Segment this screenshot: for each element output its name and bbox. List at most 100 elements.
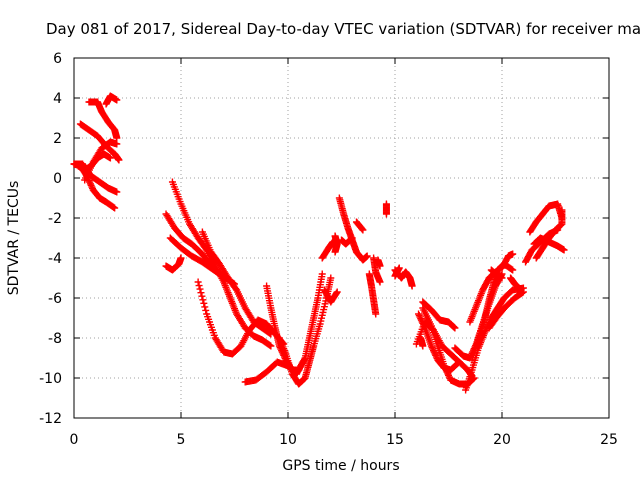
plot-area [70, 57, 610, 419]
data-point-plus [427, 342, 435, 350]
y-axis-label: SDTVAR / TECUs [6, 181, 22, 296]
data-point-plus [428, 344, 436, 352]
data-point-plus [509, 266, 517, 274]
series-arc-p [275, 274, 335, 388]
y-tick-label: -6 [48, 291, 62, 307]
data-point-plus [267, 342, 275, 350]
data-point-plus [444, 370, 452, 378]
series-arc-o [263, 270, 326, 374]
series-arc-h [162, 254, 185, 274]
data-point-plus [420, 322, 428, 330]
data-point-plus [331, 248, 339, 256]
x-tick-labels: 0 5 10 15 20 25 [70, 432, 618, 448]
data-point-plus [363, 252, 371, 260]
y-tick-label: -8 [48, 331, 62, 347]
series-arc-w [365, 270, 380, 318]
data-point-plus [455, 358, 463, 366]
series-arc-u [352, 218, 367, 234]
series-arc-f [85, 98, 121, 142]
data-point-plus [419, 319, 427, 327]
data-point-plus [431, 350, 439, 358]
series-arc-al [498, 250, 517, 272]
data-point-plus [429, 345, 437, 353]
x-axis-label: GPS time / hours [282, 458, 399, 474]
series-arc-ap [532, 206, 566, 262]
data-point-plus [197, 289, 205, 297]
data-point-plus [445, 371, 452, 379]
data-point-plus [113, 96, 121, 104]
x-tick-label: 10 [279, 432, 297, 448]
data-point-plus [494, 272, 502, 280]
data-point-plus [376, 278, 384, 286]
y-tick-label: -2 [48, 211, 62, 227]
series-arc-s [335, 194, 371, 264]
series-arc-y [374, 256, 384, 270]
y-tick-label: -12 [39, 411, 62, 427]
data-point-plus [416, 313, 424, 321]
data-point-plus [358, 225, 366, 233]
series-arc-e [76, 120, 123, 164]
data-point-plus [372, 310, 380, 318]
series-arc-q [318, 238, 337, 262]
series-arc-x [370, 254, 384, 286]
series-arc-z [382, 200, 390, 218]
data-point-plus [87, 181, 95, 189]
data-point-plus [195, 282, 203, 290]
data-point-plus [441, 364, 449, 372]
data-point-plus [198, 292, 206, 300]
data-point-plus [440, 362, 448, 370]
series-arc-as [417, 334, 427, 350]
data-point-plus [359, 226, 367, 234]
data-point-plus [86, 178, 94, 186]
data-point-plus [445, 373, 453, 381]
data-point-plus [376, 262, 384, 270]
data-point-plus [115, 156, 123, 164]
data-point-plus [113, 140, 121, 148]
data-point-plus [333, 289, 341, 297]
data-point-plus [86, 180, 94, 188]
x-tick-label: 0 [70, 432, 79, 448]
y-tick-labels: -12 -10 -8 -6 -4 -2 0 2 4 6 [39, 51, 62, 427]
data-point-plus [470, 374, 478, 382]
data-point-plus [560, 246, 568, 254]
chart-title: Day 081 of 2017, Sidereal Day-to-day VTE… [46, 20, 640, 38]
data-point-plus [558, 206, 566, 214]
data-point-plus [408, 282, 416, 290]
data-point-plus [348, 234, 356, 242]
data-point-plus [443, 368, 451, 376]
data-point-plus [417, 316, 425, 324]
data-point-plus [415, 310, 423, 318]
data-point-plus [517, 286, 525, 294]
data-point-plus [300, 355, 308, 363]
data-point-plus [454, 359, 462, 367]
data-point-plus [202, 306, 210, 314]
data-point-plus [196, 285, 204, 293]
y-tick-label: -10 [39, 371, 62, 387]
series-arc-aq [487, 266, 502, 280]
series-arc-ak [485, 288, 527, 332]
x-tick-label: 20 [493, 432, 511, 448]
data-point-plus [327, 274, 335, 282]
data-point-plus [106, 154, 114, 162]
data-point-plus [200, 299, 208, 307]
x-tick-label: 25 [600, 432, 618, 448]
data-point-plus [177, 254, 185, 262]
y-tick-label: 2 [53, 131, 62, 147]
series-arc-ar [507, 274, 525, 294]
data-point-plus [382, 210, 390, 218]
data-point-plus [201, 303, 209, 311]
y-tick-label: -4 [48, 251, 62, 267]
y-tick-label: 4 [53, 91, 62, 107]
data-point-plus [417, 315, 425, 323]
data-point-plus [194, 278, 202, 286]
data-point-plus [482, 326, 490, 334]
data-point-plus [442, 365, 450, 373]
data-point-plus [113, 188, 121, 196]
data-point-plus [451, 324, 459, 332]
series-arc-m [194, 278, 288, 358]
series-arc-v [331, 232, 341, 256]
data-point-plus [111, 204, 119, 212]
series-arc-g [102, 92, 121, 108]
x-tick-label: 15 [386, 432, 404, 448]
